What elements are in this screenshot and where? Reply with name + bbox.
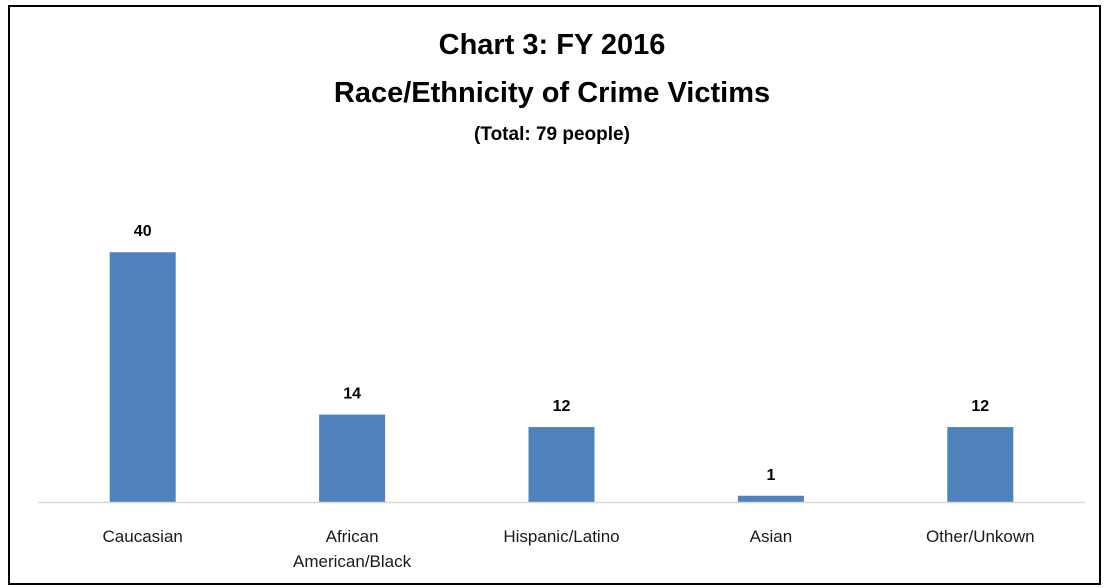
data-label-4: 1 <box>766 467 775 484</box>
chart-subtitle: (Total: 79 people) <box>474 124 630 145</box>
bars-layer <box>109 252 1014 502</box>
chart-title: Chart 3: FY 2016 <box>438 29 666 61</box>
data-label-3: 12 <box>553 398 571 415</box>
x-tick-label-2: African American/Black <box>293 527 412 571</box>
x-tick-label-3: Hispanic/Latino <box>503 527 619 546</box>
labels-layer: 40 Caucasian 14 African American/Black 12 Hisp… <box>103 223 1035 571</box>
bar-1 <box>109 252 176 502</box>
x-tick-label-5: Other/Unkown <box>926 527 1035 546</box>
x-tick-label-1: Caucasian <box>103 527 183 546</box>
bar-4 <box>737 495 804 502</box>
x-tick-label-4: Asian <box>750 527 793 546</box>
bar-5 <box>947 427 1014 502</box>
bar-2 <box>319 414 386 502</box>
data-label-2: 14 <box>343 386 361 403</box>
bar-3 <box>528 427 595 502</box>
chart-title-line2: Race/Ethnicity of Crime Victims <box>333 77 771 109</box>
data-label-5: 12 <box>971 398 989 415</box>
data-label-1: 40 <box>134 223 152 240</box>
